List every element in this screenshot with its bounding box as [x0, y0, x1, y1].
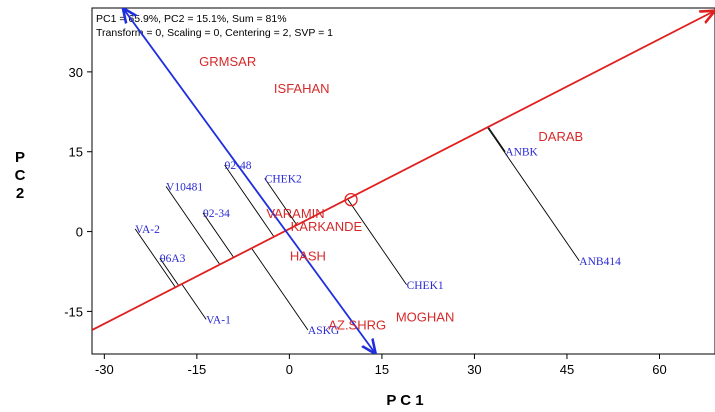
- y-tick-label-3: 30: [69, 65, 83, 80]
- plot-frame: [91, 7, 715, 355]
- x-axis-title: P C 1: [386, 392, 423, 409]
- y-tick-label-2: 15: [69, 145, 83, 160]
- x-tick-label-2: 0: [286, 362, 293, 377]
- genotype-label-3: 92-34: [203, 208, 230, 220]
- x-tick-label-3: 15: [375, 362, 389, 377]
- ate-lines: [92, 8, 715, 354]
- projection-line-9: [487, 126, 506, 152]
- genotype-label-8: CHEK1: [407, 280, 444, 292]
- x-tick-label-6: 60: [652, 362, 666, 377]
- genotype-label-10: ANB414: [579, 256, 621, 268]
- projection-line-6: [181, 283, 207, 320]
- x-tick-label-1: -15: [187, 362, 206, 377]
- genotype-label-2: V10481: [166, 181, 203, 193]
- projection-line-10: [487, 127, 580, 262]
- y-axis: -15 0 15 30: [64, 65, 92, 319]
- genotype-label-0: 92-48: [225, 160, 252, 172]
- genotype-label-7: ASKG: [308, 325, 339, 337]
- environment-label-0: GRMSAR: [199, 54, 256, 69]
- genotype-label-5: 96A3: [160, 253, 186, 265]
- ate-ordinate-line: [123, 8, 376, 354]
- plot-header: PC1 = 65.9%, PC2 = 15.1%, Sum = 81% Tran…: [96, 13, 333, 39]
- x-axis: -30 -15 0 15 30 45 60: [95, 354, 667, 377]
- environment-label-2: DARAB: [538, 129, 583, 144]
- environment-label-6: MOGHAN: [396, 310, 455, 325]
- ate-abscissa-line: [92, 11, 715, 331]
- projection-line-8: [347, 198, 407, 286]
- settings-text: Transform = 0, Scaling = 0, Centering = …: [96, 27, 333, 39]
- environment-label-3: VARAMIN: [266, 206, 324, 221]
- x-tick-label-0: -30: [95, 362, 114, 377]
- svg-text:PC2: PC2: [15, 149, 26, 202]
- environment-label-7: AZ.SHRG: [328, 318, 386, 333]
- genotype-label-1: CHEK2: [265, 173, 302, 185]
- environment-label-5: HASH: [290, 249, 326, 264]
- x-tick-label-4: 30: [467, 362, 481, 377]
- genotype-label-9: ANBK: [505, 147, 538, 159]
- environment-label-1: ISFAHAN: [274, 81, 330, 96]
- y-tick-label-1: 0: [76, 225, 83, 240]
- variance-text: PC1 = 65.9%, PC2 = 15.1%, Sum = 81%: [96, 13, 287, 25]
- average-environment-marker: [344, 192, 358, 207]
- genotype-label-4: VA-2: [135, 224, 160, 236]
- environment-label-4: KARKANDE: [291, 219, 363, 234]
- x-tick-label-5: 45: [560, 362, 574, 377]
- genotype-label-6: VA-1: [206, 314, 231, 326]
- y-tick-label-0: -15: [64, 304, 83, 319]
